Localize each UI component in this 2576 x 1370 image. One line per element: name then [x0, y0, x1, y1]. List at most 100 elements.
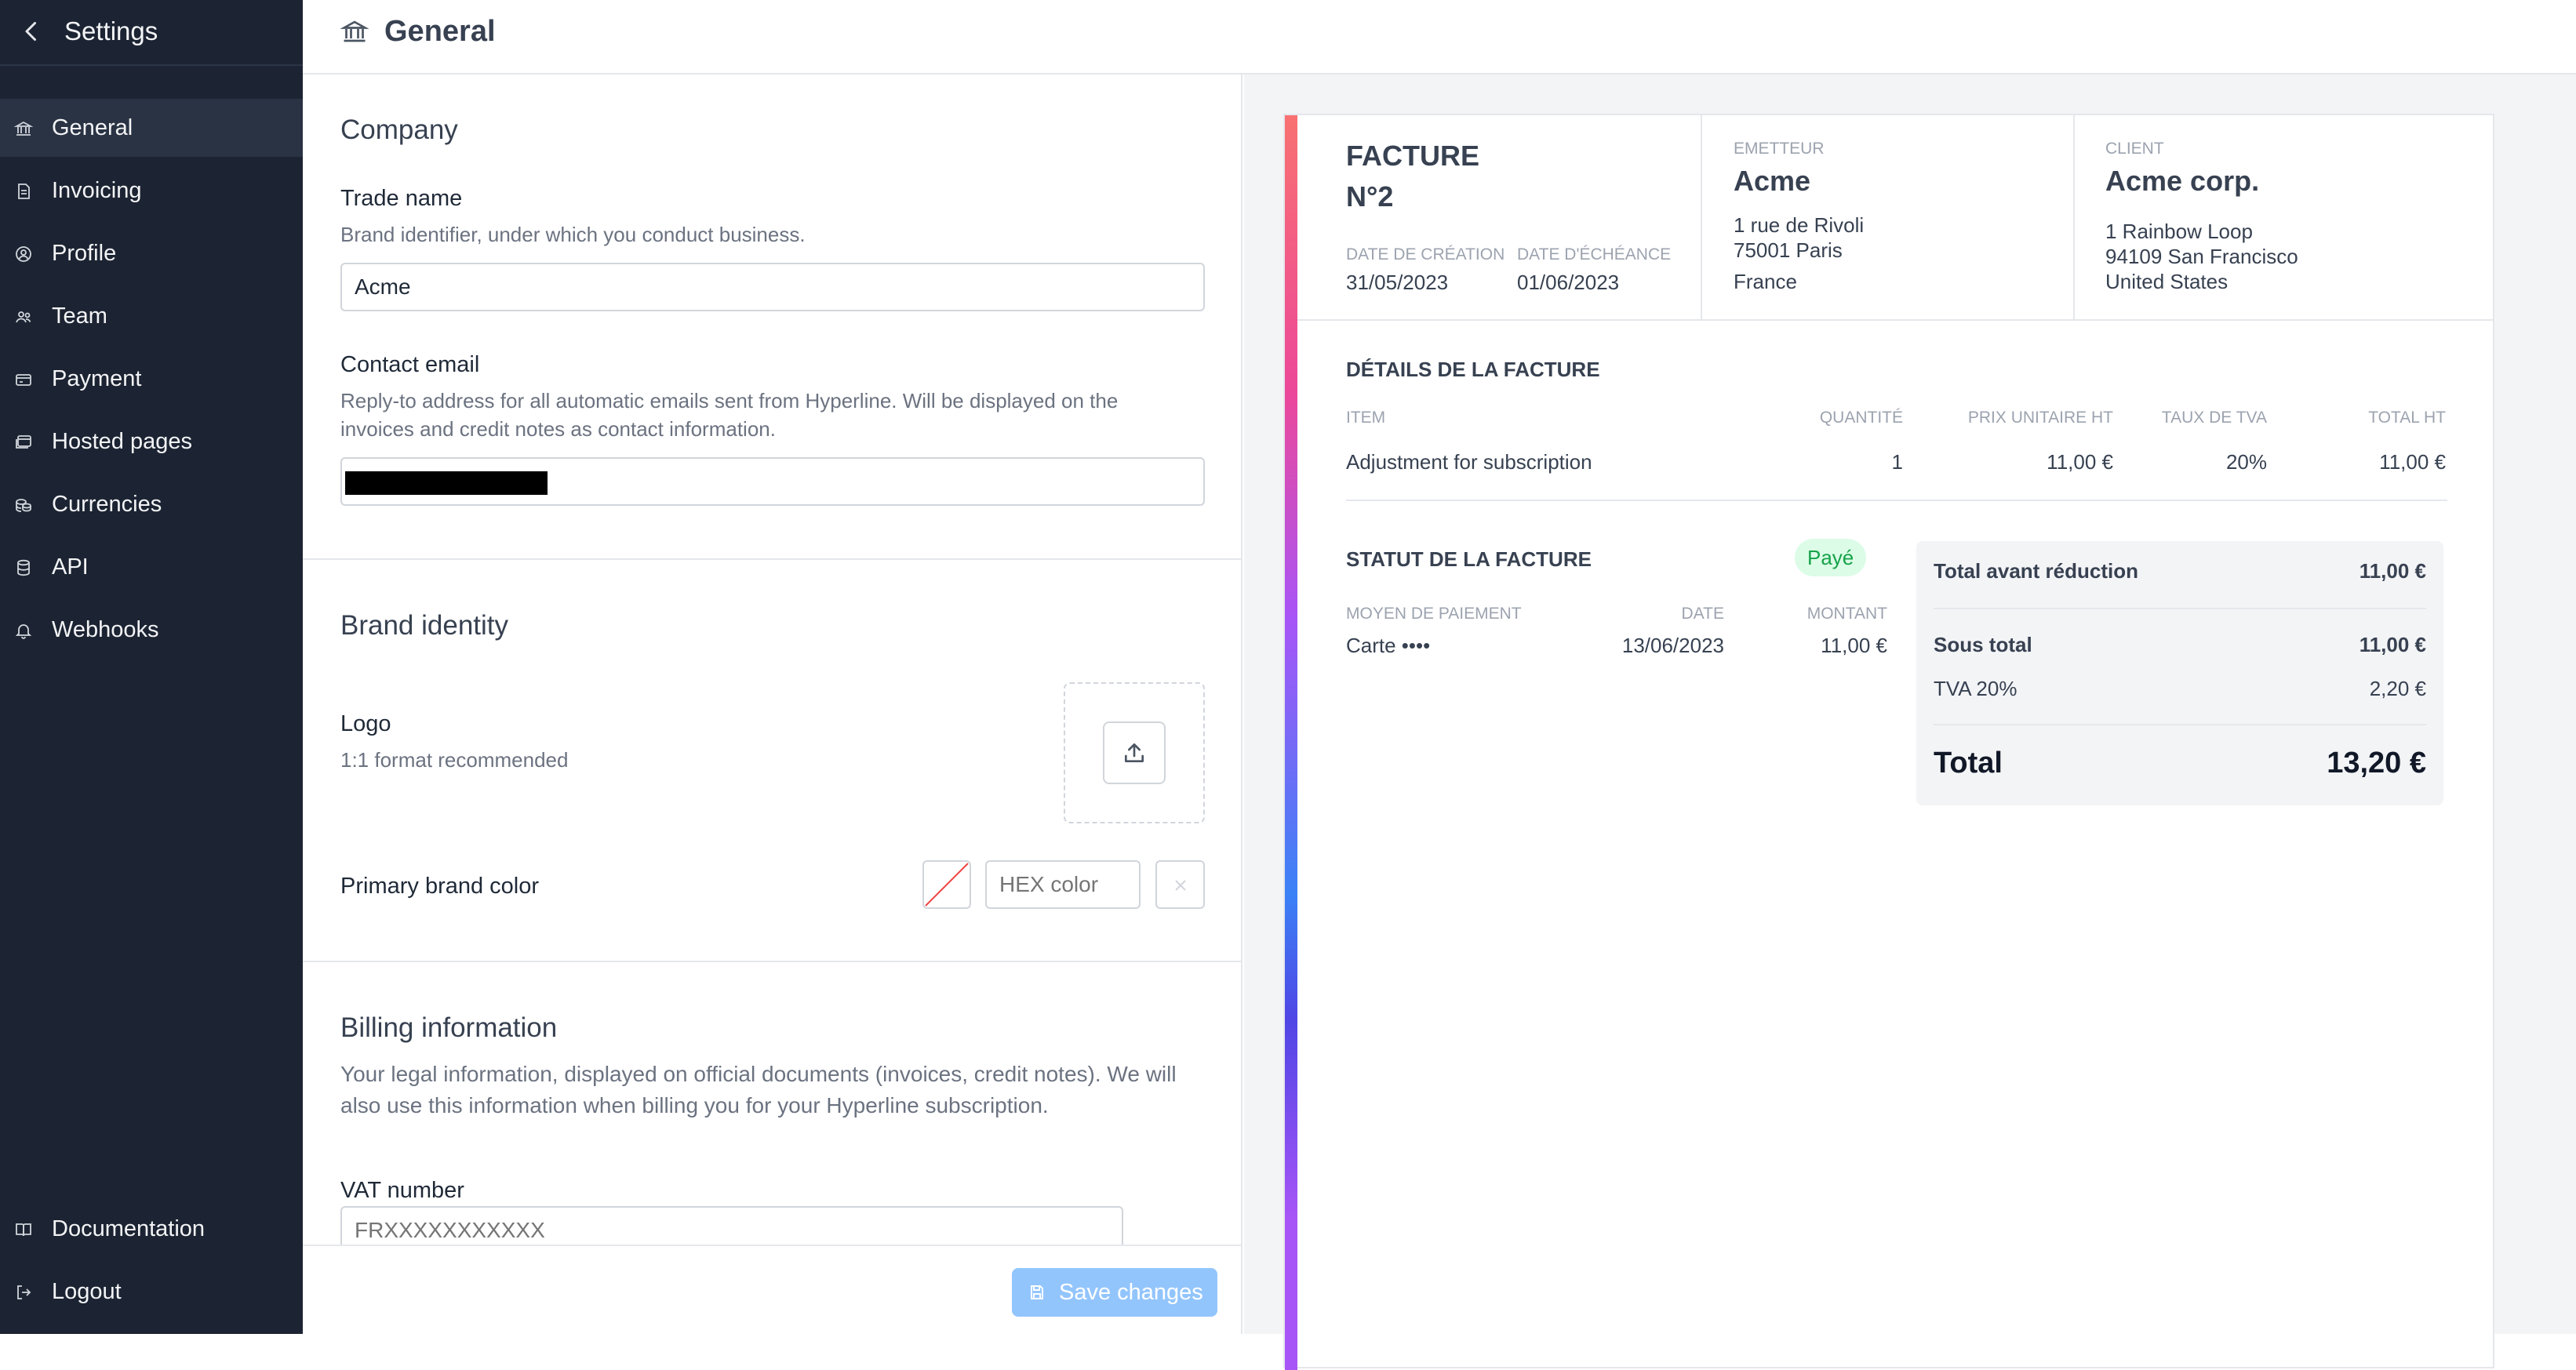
- trade-name-description: Brand identifier, under which you conduc…: [340, 223, 806, 246]
- subtotal-value: 11,00 €: [2359, 633, 2426, 656]
- page-title: General: [384, 15, 496, 48]
- company-section-title: Company: [340, 114, 458, 145]
- page-header: General: [303, 0, 2576, 74]
- subtotal-label: Sous total: [1934, 633, 2032, 656]
- payment-date: 13/06/2023: [1621, 634, 1724, 657]
- issuer-address1: 1 rue de Rivoli: [1734, 213, 1865, 237]
- status-badge: Payé: [1795, 539, 1867, 576]
- payment-date-header: DATE: [1681, 605, 1724, 623]
- sidebar-item-invoicing[interactable]: Invoicing: [0, 162, 303, 220]
- sidebar-item-label: Invoicing: [52, 178, 142, 203]
- status-title: STATUT DE LA FACTURE: [1346, 547, 1592, 571]
- creation-date: 31/05/2023: [1346, 271, 1449, 294]
- sidebar-item-payment[interactable]: Payment: [0, 350, 303, 408]
- logout-icon: [14, 1283, 33, 1302]
- clear-color-button[interactable]: [1155, 860, 1205, 909]
- payment-method: Carte ••••: [1346, 634, 1431, 657]
- sidebar-item-label: Hosted pages: [52, 429, 192, 454]
- settings-form: Company Trade name Brand identifier, und…: [303, 74, 1243, 1334]
- column-header-item: ITEM: [1346, 409, 1386, 427]
- browser-window-icon: [14, 433, 33, 452]
- sidebar-item-documentation[interactable]: Documentation: [0, 1200, 303, 1258]
- line-item-total: 11,00 €: [2379, 450, 2446, 474]
- logo-dropzone[interactable]: [1064, 682, 1205, 823]
- sidebar-item-general[interactable]: General: [0, 99, 303, 157]
- details-title: DÉTAILS DE LA FACTURE: [1346, 358, 1600, 381]
- vat-label: TVA 20%: [1934, 677, 2018, 700]
- logo-description: 1:1 format recommended: [340, 748, 569, 772]
- sidebar-item-label: Team: [52, 303, 107, 329]
- sidebar-item-label: API: [52, 554, 89, 580]
- invoice-header: FACTURE N°2 DATE DE CRÉATION 31/05/2023 …: [1297, 115, 2494, 321]
- client-country: United States: [2105, 270, 2229, 293]
- sidebar-item-profile[interactable]: Profile: [0, 224, 303, 282]
- sidebar-item-label: Logout: [52, 1279, 122, 1304]
- sidebar-header: Settings: [0, 0, 303, 66]
- sidebar-item-team[interactable]: Team: [0, 287, 303, 345]
- client-address1: 1 Rainbow Loop: [2105, 220, 2253, 243]
- trade-name-label: Trade name: [340, 186, 463, 211]
- line-item-quantity: 1: [1891, 450, 1903, 474]
- line-item-unit-price: 11,00 €: [2047, 450, 2113, 474]
- total-before-discount: 11,00 €: [2359, 559, 2426, 583]
- bank-icon: [340, 17, 369, 45]
- credit-card-icon: [14, 370, 33, 389]
- hex-color-input[interactable]: [985, 860, 1141, 909]
- coins-icon: [14, 496, 33, 514]
- sidebar: Settings General Invoicing Profile Team …: [0, 0, 303, 1334]
- brand-color-label: Primary brand color: [340, 874, 540, 899]
- invoice-preview-pane: FACTURE N°2 DATE DE CRÉATION 31/05/2023 …: [1244, 74, 2576, 1370]
- upload-button[interactable]: [1103, 721, 1166, 784]
- payment-amount-header: MONTANT: [1806, 605, 1887, 623]
- contact-email-label: Contact email: [340, 352, 480, 377]
- total-before-discount-label: Total avant réduction: [1934, 559, 2138, 583]
- bell-icon: [14, 621, 33, 640]
- trade-name-input[interactable]: [340, 263, 1205, 311]
- save-button-label: Save changes: [1059, 1280, 1203, 1305]
- form-footer: Save changes: [303, 1245, 1241, 1334]
- client-label: CLIENT: [2105, 140, 2164, 158]
- sidebar-item-api[interactable]: API: [0, 538, 303, 596]
- issuer-address2: 75001 Paris: [1734, 238, 1843, 262]
- contact-email-input[interactable]: [340, 457, 1205, 506]
- line-item-name: Adjustment for subscription: [1346, 450, 1592, 474]
- issuer-label: EMETTEUR: [1734, 140, 1825, 158]
- vat-value: 2,20 €: [2369, 677, 2426, 700]
- totals-box: Total avant réduction 11,00 € Sous total…: [1916, 541, 2443, 805]
- section-divider: [303, 558, 1241, 560]
- line-item-vat-rate: 20%: [2225, 450, 2267, 474]
- user-circle-icon: [14, 245, 33, 263]
- sidebar-item-logout[interactable]: Logout: [0, 1263, 303, 1321]
- sidebar-item-webhooks[interactable]: Webhooks: [0, 601, 303, 659]
- sidebar-item-currencies[interactable]: Currencies: [0, 475, 303, 533]
- total-label: Total: [1934, 747, 2003, 779]
- vat-number-label: VAT number: [340, 1178, 464, 1203]
- brand-section-title: Brand identity: [340, 610, 509, 641]
- sidebar-title: Settings: [64, 16, 158, 45]
- close-icon: [1171, 876, 1190, 895]
- billing-section-title: Billing information: [340, 1012, 558, 1043]
- creation-date-label: DATE DE CRÉATION: [1346, 245, 1505, 263]
- document-icon: [14, 182, 33, 201]
- save-button[interactable]: Save changes: [1012, 1268, 1217, 1317]
- logo-label: Logo: [340, 711, 391, 736]
- client-address2: 94109 San Francisco: [2105, 245, 2298, 268]
- table-divider: [1346, 500, 2447, 501]
- issuer-country: France: [1734, 270, 1797, 293]
- due-date-label: DATE D'ÉCHÉANCE: [1517, 245, 1672, 263]
- contact-email-description-line2: invoices and credit notes as contact inf…: [340, 417, 776, 441]
- billing-description-line2: also use this information when billing y…: [340, 1093, 1049, 1117]
- save-icon: [1028, 1283, 1046, 1302]
- billing-description-line1: Your legal information, displayed on off…: [340, 1062, 1177, 1086]
- sidebar-item-label: Documentation: [52, 1216, 206, 1241]
- color-swatch[interactable]: [922, 860, 971, 909]
- totals-divider: [1934, 608, 2426, 609]
- sidebar-item-label: Currencies: [52, 492, 162, 517]
- invoice-title: FACTURE: [1346, 140, 1479, 172]
- payment-amount: 11,00 €: [1821, 634, 1887, 657]
- sidebar-item-hosted-pages[interactable]: Hosted pages: [0, 412, 303, 471]
- sidebar-item-label: Payment: [52, 366, 142, 391]
- redacted-email: [345, 471, 548, 495]
- back-icon[interactable]: [17, 17, 45, 45]
- invoice-number: N°2: [1346, 180, 1394, 213]
